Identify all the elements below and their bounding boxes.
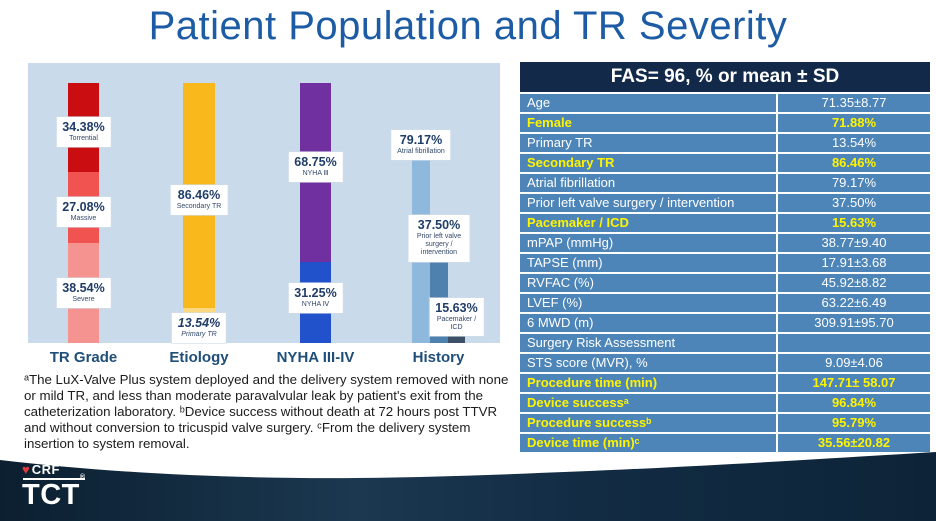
crf-tct-logo: ♥ CRF® TCT® [22,460,86,511]
segment-label: 79.17% Atrial fibrillation [391,130,451,161]
segment-label: 34.38% Torrential [56,117,111,148]
table-row-value: 71.88% [778,114,930,132]
table-row-value: 17.91±3.68 [778,254,930,272]
table-row-label: TAPSE (mm) [520,254,776,272]
table-row-label: LVEF (%) [520,294,776,312]
segment-label: 68.75% NYHA Ⅲ [288,152,343,183]
table-row-value: 13.54% [778,134,930,152]
table-row-value: 45.92±8.82 [778,274,930,292]
table-row-value: 63.22±6.49 [778,294,930,312]
crf-heart-icon: ♥ [22,462,30,477]
table-row-value: 147.71± 58.07 [778,374,930,392]
table-row-label: 6 MWD (m) [520,314,776,332]
page-title: Patient Population and TR Severity [148,4,788,48]
chart-category-label: NYHA III-IV [276,349,355,366]
segment-label: 13.54% Primary TR [171,313,227,344]
table-row-value [778,334,930,352]
table-row-label: Procedure time (min) [520,374,776,392]
table-row-value: 38.77±9.40 [778,234,930,252]
table-row-value: 86.46% [778,154,930,172]
table-row-label: STS score (MVR), % [520,354,776,372]
segment-label: 15.63% Pacemaker / ICD [429,298,484,337]
footnotes: ᵃThe LuX-Valve Plus system deployed and … [24,372,509,451]
chart-category-label: TR Grade [49,349,118,366]
table-row-label: Surgery Risk Assessment [520,334,776,352]
table-row-label: Female [520,114,776,132]
table-row-label: Primary TR [520,134,776,152]
table-row-label: Atrial fibrillation [520,174,776,192]
fas-table: FAS= 96, % or mean ± SD Age 71.35±8.77 Fem… [520,62,930,452]
table-row-label: RVFAC (%) [520,274,776,292]
table-row-value: 95.79% [778,414,930,432]
tr-severity-chart: 34.38% Torrential 27.08% Massive 38.54% Sever… [28,63,500,369]
table-row-label: mPAP (mmHg) [520,234,776,252]
segment-label: 31.25% NYHA Ⅳ [288,283,343,314]
table-row-label: Device successᵃ [520,394,776,412]
fas-table-header: FAS= 96, % or mean ± SD [520,62,930,92]
table-row-label: Prior left valve surgery / intervention [520,194,776,212]
footer-swoosh [0,452,936,521]
tct-logo-text: TCT® [22,473,86,511]
fas-table-body: Age 71.35±8.77 Female 71.88% Primary TR 13.54… [520,94,930,452]
table-row-value: 37.50% [778,194,930,212]
chart-category-label: History [412,349,465,366]
table-row-label: Procedure successᵇ [520,414,776,432]
segment-label: 27.08% Massive [56,197,111,228]
logo-divider [23,478,85,480]
table-row-label: Pacemaker / ICD [520,214,776,232]
segment-label: 86.46% Secondary TR [170,185,228,216]
segment-label: 38.54% Severe [56,278,111,309]
table-row-value: 9.09±4.06 [778,354,930,372]
crf-logo-text: CRF® [31,460,65,477]
table-row-value: 96.84% [778,394,930,412]
table-row-label: Device time (min)ᶜ [520,434,776,452]
chart-category-label: Etiology [169,349,229,366]
table-row-value: 71.35±8.77 [778,94,930,112]
table-row-label: Secondary TR [520,154,776,172]
table-row-value: 309.91±95.70 [778,314,930,332]
table-row-value: 15.63% [778,214,930,232]
table-row-label: Age [520,94,776,112]
segment-label: 37.50% Prior left valve surgery / interve… [408,215,470,262]
table-row-value: 79.17% [778,174,930,192]
chart-panel: 34.38% Torrential 27.08% Massive 38.54% Sever… [28,63,500,344]
table-row-value: 35.56±20.82 [778,434,930,452]
